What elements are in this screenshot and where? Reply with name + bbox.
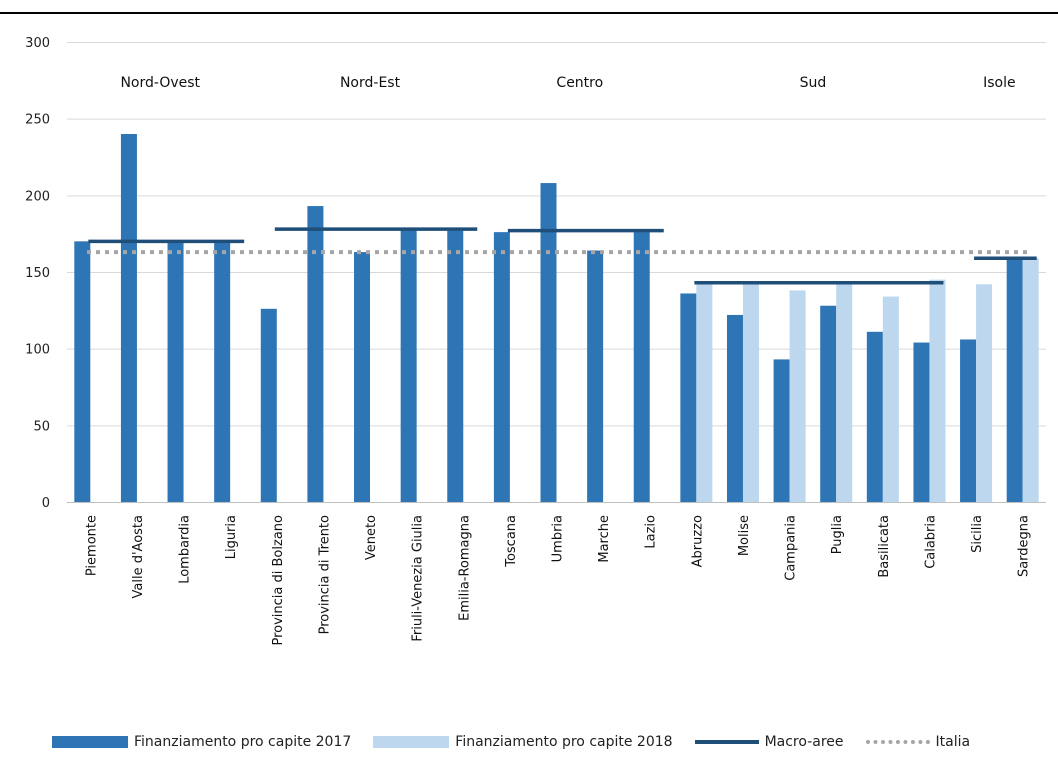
bar-2017 [960, 339, 977, 502]
x-tick-label: Toscana [504, 515, 519, 568]
legend-label-2018: Finanziamento pro capite 2018 [455, 734, 673, 750]
x-tick-label: Lazio [644, 515, 659, 549]
bar-2018 [882, 296, 899, 502]
bar-2017 [167, 241, 184, 503]
y-tick-label: 200 [25, 189, 50, 204]
bar-2017 [74, 241, 91, 503]
bar-2017 [400, 229, 417, 503]
bar-2018 [789, 290, 806, 502]
legend-item-italia: Italia [865, 734, 971, 750]
x-tick-label: Marche [597, 515, 612, 563]
x-tick-label: Basilicata [877, 515, 892, 578]
bar-2017 [726, 314, 743, 502]
x-tick-label: Molise [737, 515, 752, 556]
x-tick-label: Friuli-Venezia Giulia [411, 515, 426, 642]
x-tick-label: Provincia di Trento [317, 515, 332, 634]
macro-area-label: Nord-Est [340, 75, 401, 91]
legend-swatch-2018 [373, 736, 450, 748]
y-tick-label: 250 [25, 113, 50, 128]
top-rule [0, 12, 1058, 14]
x-tick-label: Emilia-Romagna [457, 515, 472, 621]
y-tick-label: 150 [25, 266, 50, 281]
legend-label-2017: Finanziamento pro capite 2017 [134, 734, 352, 750]
x-tick-label: Sicilia [970, 515, 985, 553]
bar-chart: 0 50 100 150 200 250 300 Nord-Ovest Nord-Est Cent… [25, 36, 1046, 646]
bar-2017 [866, 331, 883, 502]
bar-2017 [120, 134, 137, 502]
bar-2017 [214, 241, 231, 503]
bar-2017 [820, 305, 837, 502]
x-tick-label: Abruzzo [690, 515, 705, 567]
legend-swatch-2017 [52, 736, 128, 748]
x-tick-label: Veneto [364, 515, 379, 560]
macro-area-label: Isole [983, 75, 1016, 91]
bar-2017 [307, 206, 324, 503]
legend: Finanziamento pro capite 2017 Finanziame… [52, 731, 992, 753]
macro-area-label: Centro [556, 75, 603, 91]
x-tick-label: Sardegna [1017, 515, 1032, 577]
x-tick-label: Piemonte [84, 515, 99, 576]
x-tick-label: Calabria [923, 515, 938, 569]
bar-2017 [260, 308, 277, 502]
bar-2017 [540, 183, 557, 503]
legend-label-italia: Italia [935, 734, 971, 750]
bar-2018 [836, 282, 853, 502]
legend-swatch-italia [865, 740, 930, 744]
legend-label-macro: Macro-aree [764, 734, 844, 750]
bar-2017 [493, 232, 510, 502]
bar-2018 [929, 279, 946, 502]
bar-2017 [354, 252, 371, 502]
x-tick-label: Puglia [830, 515, 845, 554]
legend-item-2018: Finanziamento pro capite 2018 [373, 734, 673, 750]
x-tick-label: Provincia di Bolzano [271, 515, 286, 646]
y-tick-label: 0 [42, 496, 50, 511]
bar-2017 [680, 293, 697, 502]
legend-item-2017: Finanziamento pro capite 2017 [52, 734, 351, 750]
bar-2018 [742, 282, 759, 502]
y-tick-label: 50 [33, 419, 50, 434]
macro-area-label: Sud [800, 75, 827, 91]
bar-2017 [447, 230, 464, 502]
y-tick-label: 100 [25, 343, 50, 358]
bar-2017 [1006, 259, 1023, 502]
y-tick-label: 300 [25, 36, 50, 51]
bar-2017 [913, 342, 930, 502]
bar-2017 [587, 250, 604, 502]
bar-2017 [773, 359, 790, 502]
legend-item-macro: Macro-aree [694, 734, 844, 750]
legend-swatch-macro [694, 740, 759, 744]
x-tick-label: Umbria [551, 515, 566, 562]
bar-2018 [696, 282, 713, 502]
bar-2018 [976, 284, 993, 502]
macro-area-label: Nord-Ovest [120, 75, 200, 91]
x-tick-label: Valle d'Aosta [131, 515, 146, 598]
bar-2018 [1022, 258, 1039, 502]
x-tick-label: Lombardia [178, 515, 193, 584]
bar-2017 [633, 232, 650, 502]
x-tick-label: Liguria [224, 515, 239, 559]
x-tick-label: Campania [784, 515, 799, 581]
